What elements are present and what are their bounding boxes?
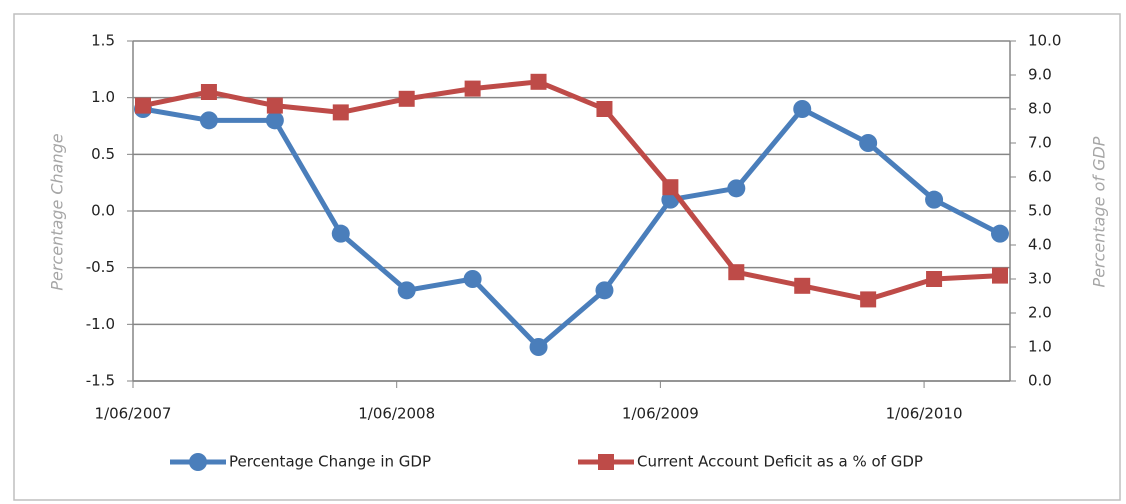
- y-tick-label: 1.0: [91, 88, 115, 106]
- y2-tick-label: 2.0: [1028, 304, 1052, 322]
- y2-tick-label: 1.0: [1028, 338, 1052, 356]
- data-point: [926, 271, 943, 287]
- data-point: [662, 179, 679, 196]
- x-tick-label: 1/06/2007: [95, 405, 172, 423]
- series-line: [142, 79, 1001, 302]
- data-point: [595, 281, 614, 300]
- data-point: [925, 190, 944, 209]
- x-tick-label: 1/06/2008: [358, 405, 435, 423]
- y-tick-label: 0.0: [91, 202, 115, 220]
- data-point: [464, 80, 481, 97]
- legend-marker: [189, 453, 207, 471]
- chart-frame: [13, 13, 1121, 501]
- data-point: [727, 179, 746, 198]
- data-point: [991, 224, 1009, 243]
- x-tick-label: 1/06/2009: [622, 405, 699, 423]
- y2-axis-title: Percentage of GDP: [1090, 136, 1109, 287]
- y2-tick-label: 3.0: [1028, 270, 1052, 288]
- data-point: [860, 291, 877, 308]
- data-point: [529, 338, 548, 356]
- data-point: [135, 97, 151, 114]
- data-point: [200, 84, 217, 100]
- y2-tick-label: 10.0: [1028, 32, 1061, 50]
- data-point: [793, 100, 812, 118]
- data-point: [992, 267, 1008, 284]
- data-point: [463, 270, 482, 288]
- data-point: [728, 264, 745, 281]
- data-point: [397, 281, 416, 300]
- x-tick-label: 1/06/2010: [886, 405, 963, 423]
- data-point: [331, 224, 350, 243]
- data-point: [265, 111, 284, 130]
- y2-tick-label: 8.0: [1028, 100, 1052, 118]
- y2-tick-label: 0.0: [1028, 372, 1052, 390]
- y2-tick-label: 4.0: [1028, 236, 1052, 254]
- y2-tick-label: 9.0: [1028, 66, 1052, 84]
- data-point: [199, 111, 218, 130]
- data-point: [859, 134, 878, 152]
- y2-tick-label: 5.0: [1028, 202, 1052, 220]
- legend-marker: [598, 454, 614, 470]
- y-tick-label: 1.5: [91, 32, 115, 50]
- data-point: [530, 73, 547, 90]
- legend-label: Percentage Change in GDP: [229, 453, 431, 471]
- y2-tick-label: 6.0: [1028, 168, 1052, 186]
- y-tick-label: -1.0: [86, 315, 115, 333]
- y2-tick-label: 7.0: [1028, 134, 1052, 152]
- y-tick-label: 0.5: [91, 145, 115, 163]
- data-point: [794, 277, 811, 294]
- series-line: [142, 106, 1002, 350]
- data-point: [332, 104, 349, 121]
- data-point: [266, 97, 283, 114]
- y-axis-title: Percentage Change: [48, 133, 67, 290]
- legend-label: Current Account Deficit as a % of GDP: [637, 453, 923, 471]
- y-tick-label: -1.5: [86, 372, 115, 390]
- y-tick-label: -0.5: [86, 258, 115, 276]
- data-point: [596, 101, 613, 117]
- data-point: [398, 90, 415, 107]
